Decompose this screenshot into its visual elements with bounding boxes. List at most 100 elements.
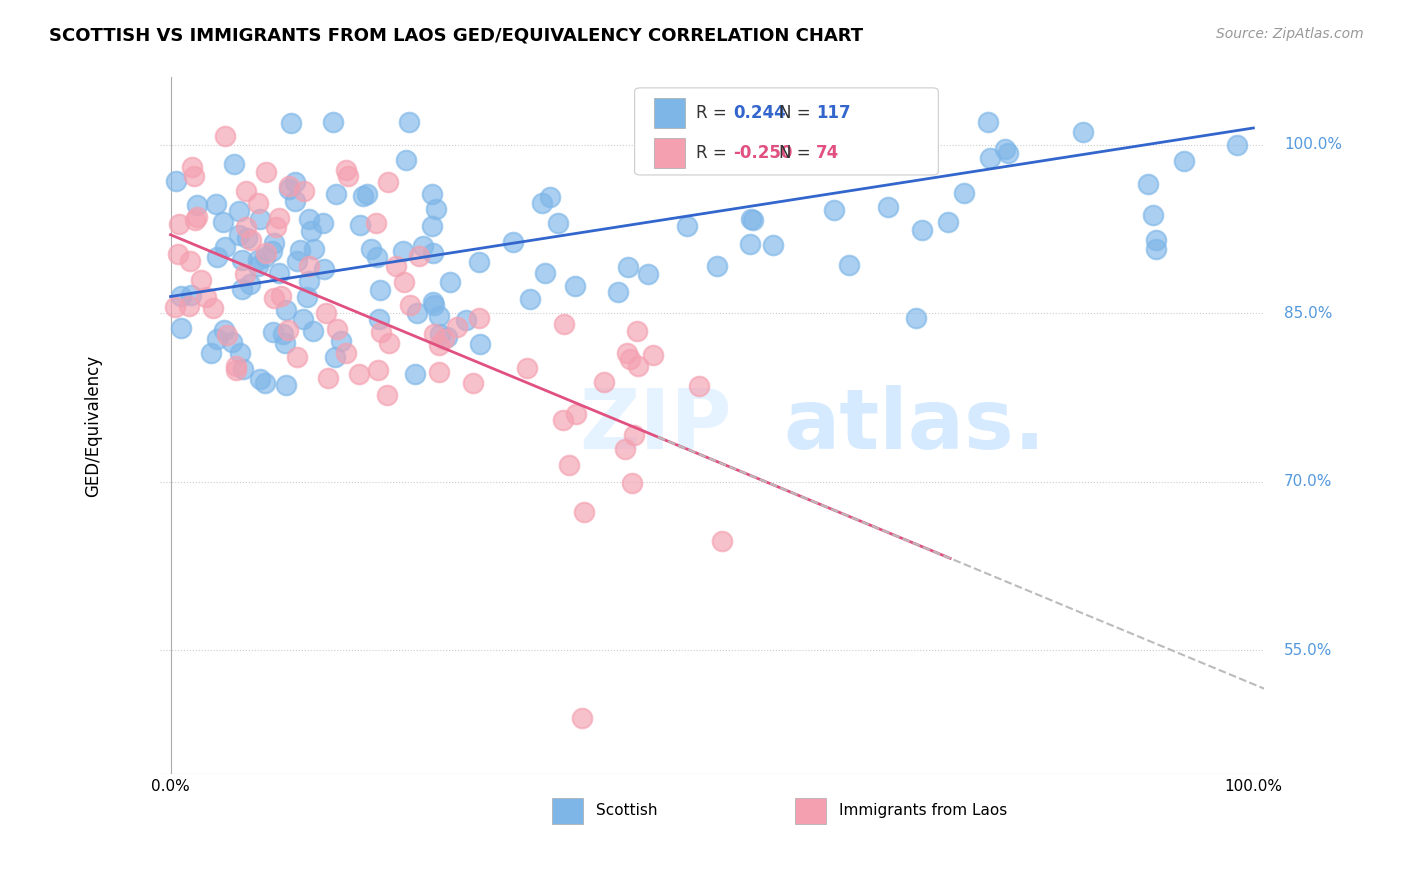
Point (325, 186, 347, 201)
Point (180, 160, 202, 174)
Point (623, 428, 645, 442)
Point (202, 301, 225, 316)
Point (936, 215, 959, 229)
Point (439, 275, 461, 289)
Text: Immigrants from Laos: Immigrants from Laos (839, 804, 1007, 819)
Point (186, 197, 208, 211)
Point (377, 336, 399, 351)
Point (360, 242, 382, 256)
Point (607, 285, 630, 300)
Point (287, 351, 309, 365)
Point (711, 534, 734, 549)
Point (391, 244, 413, 258)
Point (564, 407, 586, 421)
Point (530, 196, 553, 211)
Point (298, 274, 321, 288)
Point (349, 218, 371, 232)
Point (235, 184, 257, 198)
Point (997, 145, 1019, 160)
Point (221, 334, 243, 349)
Point (260, 244, 283, 258)
Point (236, 231, 259, 245)
Point (420, 219, 443, 233)
Point (285, 253, 308, 268)
Point (167, 217, 190, 231)
Point (302, 242, 325, 256)
FancyBboxPatch shape (655, 98, 685, 128)
Point (231, 282, 253, 296)
Point (637, 267, 659, 281)
Point (1226, 137, 1249, 152)
Point (205, 250, 228, 264)
Point (626, 325, 648, 339)
Point (183, 169, 205, 183)
Text: Source: ZipAtlas.com: Source: ZipAtlas.com (1216, 27, 1364, 41)
Point (467, 255, 489, 269)
Point (323, 351, 346, 365)
Point (254, 376, 277, 390)
Point (263, 291, 285, 305)
Point (740, 237, 762, 252)
Point (205, 197, 228, 211)
FancyBboxPatch shape (794, 797, 825, 824)
Point (170, 321, 193, 335)
Point (368, 283, 391, 297)
Point (215, 328, 238, 343)
Point (163, 300, 186, 314)
Point (239, 277, 262, 291)
Point (789, 115, 811, 129)
Point (274, 335, 297, 350)
Text: N =: N = (779, 144, 815, 162)
Point (1142, 208, 1164, 222)
Point (212, 323, 235, 337)
Point (278, 178, 301, 193)
FancyBboxPatch shape (551, 797, 582, 824)
Point (408, 249, 430, 263)
Point (675, 219, 697, 233)
Point (298, 259, 321, 273)
Point (292, 184, 315, 198)
Point (564, 279, 586, 293)
Point (277, 323, 299, 337)
Point (412, 238, 434, 252)
Point (228, 204, 250, 219)
Point (468, 337, 491, 351)
Text: 85.0%: 85.0% (1284, 306, 1333, 321)
Point (838, 258, 860, 272)
Point (399, 298, 422, 312)
Text: Scottish: Scottish (596, 804, 658, 819)
Point (352, 189, 374, 203)
Point (312, 216, 335, 230)
Point (166, 247, 188, 261)
Point (1137, 177, 1160, 191)
Point (614, 442, 637, 456)
Text: -0.250: -0.250 (733, 144, 793, 162)
Point (229, 346, 252, 360)
Point (1071, 125, 1094, 139)
Point (404, 367, 426, 381)
Point (267, 266, 290, 280)
Point (214, 240, 236, 254)
Point (291, 312, 314, 326)
Point (422, 246, 444, 260)
Point (312, 261, 335, 276)
Point (249, 212, 271, 227)
Point (225, 359, 247, 373)
Point (228, 228, 250, 243)
Point (299, 224, 322, 238)
Point (184, 212, 207, 227)
Point (240, 233, 263, 247)
Point (247, 260, 270, 274)
Point (246, 253, 269, 268)
Point (468, 310, 491, 325)
Point (905, 310, 928, 325)
Point (423, 298, 446, 312)
Text: 74: 74 (815, 144, 839, 162)
Point (284, 194, 307, 209)
Point (385, 259, 408, 273)
Point (233, 267, 256, 281)
Point (194, 290, 217, 304)
Point (231, 362, 253, 376)
Point (274, 378, 297, 392)
Point (254, 164, 277, 178)
